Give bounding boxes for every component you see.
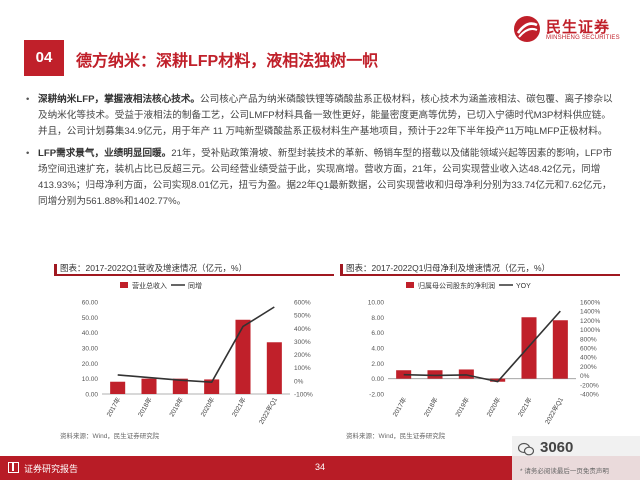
bar	[235, 319, 251, 394]
x-tick-label: 2019年	[167, 395, 186, 418]
y-left-tick-label: 4.00	[371, 346, 384, 353]
legend-label-line: 同增	[188, 281, 202, 290]
y-left-tick-label: 60.00	[82, 300, 99, 307]
revenue-chart: 图表：2017-2022Q1营收及增速情况（亿元，%） 营业总收入 同增 0.00 1…	[54, 262, 334, 444]
y-right-tick-label: -200%	[580, 382, 599, 389]
y-left-tick-label: 8.00	[371, 315, 384, 322]
y-right-tick-label: 500%	[294, 313, 311, 320]
bullet-text: 公司核心产品为纳米磷酸铁锂等磷酸盐系正极材料，核心技术为涵盖液相法、碳包覆、离子…	[38, 94, 613, 138]
x-tick-label: 2018年	[421, 395, 440, 418]
bullet-item: 深耕纳米LFP，掌握液相法核心技术。公司核心产品为纳米磷酸铁锂等磷酸盐系正极材料…	[26, 92, 618, 141]
y-left-tick-label: 10.00	[368, 300, 385, 307]
x-tick-label: 2018年	[135, 395, 154, 418]
watermark-text: 3060	[540, 439, 574, 456]
y-right-tick-label: -400%	[580, 392, 599, 399]
chart-title: 图表：2017-2022Q1营收及增速情况（亿元，%）	[60, 263, 248, 273]
x-tick-label: 2020年	[198, 395, 217, 418]
bullet-text: 21年，受补贴政策滑坡、新型封装技术的革新、畅销车型的搭载以及储能领域兴起等因素…	[38, 147, 613, 208]
y-right-tick-label: 600%	[580, 346, 597, 353]
x-tick-label: 2021年	[515, 395, 534, 418]
y-right-tick-label: 1000%	[580, 327, 600, 334]
bar	[458, 369, 474, 379]
y-left-tick-label: 6.00	[371, 330, 384, 337]
brand-logo-icon	[514, 16, 540, 42]
x-tick-label: 2020年	[484, 395, 503, 418]
brand-name-en: MINSHENG SECURITIES	[546, 35, 620, 41]
y-left-tick-label: 20.00	[82, 361, 99, 368]
bar	[490, 378, 506, 382]
y-right-tick-label: 200%	[294, 352, 311, 359]
disclaimer: * 请务必阅读最后一页免责声明	[520, 468, 609, 475]
chart-legend: 营业总收入 同增	[120, 281, 202, 290]
y-left-tick-label: 2.00	[371, 361, 384, 368]
bullet-item: LFP需求景气，业绩明显回暖。21年，受补贴政策滑坡、新型封装技术的革新、畅销车…	[26, 146, 618, 211]
bar	[521, 317, 537, 379]
x-tick-label: 2021年	[229, 395, 248, 418]
wechat-icon	[518, 442, 534, 456]
section-header: 04 德方纳米：深耕LFP材料，液相法独树一帜	[24, 40, 444, 76]
bar	[266, 342, 282, 394]
chart-title-rule	[340, 264, 620, 276]
bar	[110, 381, 126, 394]
y-right-tick-label: 400%	[580, 355, 597, 362]
watermark: 3060 * 请务必阅读最后一页免责声明	[512, 436, 640, 480]
brand-name-cn: 民生证券	[546, 19, 611, 36]
bullet-lead: 深耕纳米LFP，掌握液相法核心技术。	[38, 94, 201, 105]
page-title: 德方纳米：深耕LFP材料，液相法独树一帜	[76, 53, 379, 70]
legend-swatch-bar	[406, 282, 414, 288]
revenue-chart-plot: 营业总收入 同增 0.00 10.00 20.00 30.00 40.00 50.00 60.0…	[82, 281, 313, 426]
bullet-lead: LFP需求景气，业绩明显回暖。	[38, 147, 172, 159]
chart-title-rule	[54, 264, 334, 276]
bar	[141, 378, 157, 394]
bar	[552, 320, 568, 379]
page-number: 34	[314, 462, 325, 472]
y-left-tick-label: -2.00	[369, 392, 384, 399]
legend-label-bar: 营业总收入	[132, 281, 167, 290]
bar	[427, 370, 443, 379]
x-tick-label: 2017年	[104, 395, 123, 418]
report-book-icon	[8, 462, 19, 473]
footer-label: 证券研究报告	[24, 464, 79, 474]
y-right-tick-label: 1600%	[580, 300, 600, 307]
legend-label-line: YOY	[516, 283, 531, 290]
y-left-tick-label: 10.00	[82, 376, 99, 383]
x-tick-label: 2017年	[390, 395, 409, 418]
chart-legend: 归属母公司股东的净利润 YOY	[406, 281, 531, 290]
net-profit-chart: 图表：2017-2022Q1归母净利及增速情况（亿元，%） 归属母公司股东的净利…	[340, 262, 620, 444]
y-right-tick-label: -100%	[294, 392, 313, 399]
y-left-tick-label: 0.00	[85, 392, 98, 399]
y-left-tick-label: 0.00	[371, 376, 384, 383]
chart-source: 资料来源：Wind，民生证券研究院	[60, 433, 160, 440]
y-right-tick-label: 800%	[580, 336, 597, 343]
y-left-tick-label: 30.00	[82, 346, 99, 353]
bar	[204, 379, 220, 394]
chart-source: 资料来源：Wind，民生证券研究院	[346, 433, 446, 440]
y-right-tick-label: 200%	[580, 364, 597, 371]
y-right-tick-label: 300%	[294, 339, 311, 346]
y-right-tick-label: 100%	[294, 365, 311, 372]
y-right-tick-label: 400%	[294, 326, 311, 333]
y-left-tick-label: 40.00	[82, 330, 99, 337]
bar	[172, 378, 188, 394]
y-right-tick-label: 0%	[294, 378, 304, 385]
series-line	[403, 310, 561, 383]
x-tick-label: 2019年	[453, 395, 472, 418]
bullet-list: 深耕纳米LFP，掌握液相法核心技术。公司核心产品为纳米磷酸铁锂等磷酸盐系正极材料…	[26, 92, 618, 215]
y-left-tick-label: 50.00	[82, 315, 99, 322]
legend-label-bar: 归属母公司股东的净利润	[418, 281, 495, 290]
x-tick-label: 2022年Q1	[542, 395, 565, 425]
y-right-tick-label: 1200%	[580, 318, 600, 325]
series-line	[117, 306, 275, 384]
y-right-tick-label: 600%	[294, 300, 311, 307]
y-right-tick-label: 1400%	[580, 309, 600, 316]
chart-title: 图表：2017-2022Q1归母净利及增速情况（亿元，%）	[346, 263, 551, 273]
y-right-tick-label: 0%	[580, 373, 590, 380]
bar	[396, 370, 412, 379]
x-tick-label: 2022年Q1	[256, 395, 279, 425]
brand-logo: 民生证券 MINSHENG SECURITIES	[512, 14, 628, 48]
legend-swatch-bar	[120, 282, 128, 288]
net-profit-chart-plot: 归属母公司股东的净利润 YOY -2.00 0.00 2.00 4.00 6.00 8.00 1…	[368, 281, 601, 426]
section-number: 04	[24, 40, 64, 76]
